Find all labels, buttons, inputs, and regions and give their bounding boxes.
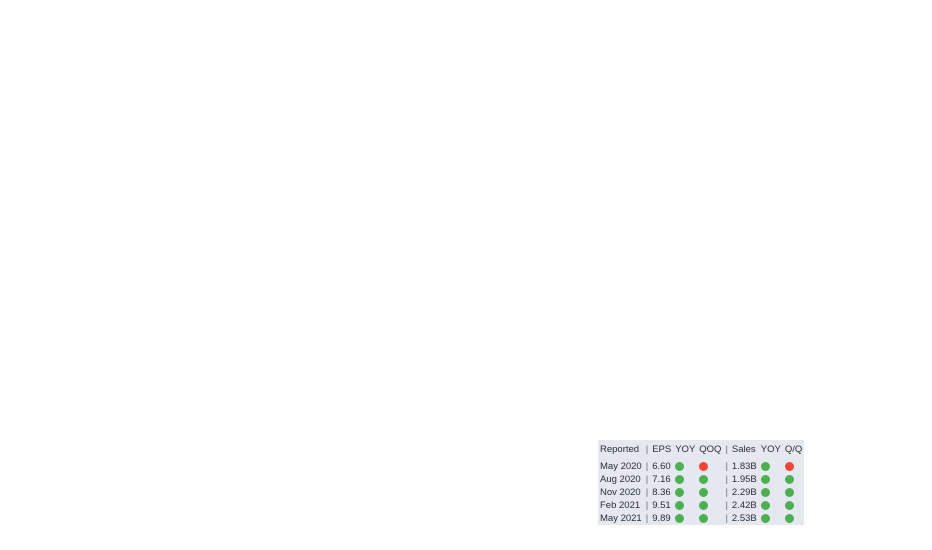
flag-dot (784, 500, 794, 510)
flag-cell (759, 460, 783, 473)
flag-dot (784, 461, 794, 471)
flag-dot (760, 487, 770, 497)
flag-dot (675, 487, 685, 497)
flag-dot (760, 513, 770, 523)
flag-cell (759, 499, 783, 512)
sales-cell: 2.42B (731, 500, 757, 511)
flag-dot (675, 461, 685, 471)
flag-dot (760, 500, 770, 510)
earnings-row: Feb 2021 | 9.51 | 2.42B (598, 499, 804, 512)
eps-cell: 9.51 (652, 500, 671, 511)
flag-dot (675, 474, 685, 484)
flag-cell (759, 512, 783, 525)
flag-dot (675, 513, 685, 523)
header-cell: YOY (675, 444, 696, 455)
earnings-row: May 2021 | 9.89 | 2.53B (598, 512, 804, 525)
flag-dot (675, 500, 685, 510)
flag-cell (673, 486, 697, 499)
flag-dot (760, 474, 770, 484)
earnings-row: Aug 2020 | 7.16 | 1.95B (598, 473, 804, 486)
flag-cell (783, 460, 804, 473)
sales-cell: 1.95B (731, 474, 757, 485)
flag-dot (699, 474, 709, 484)
flag-cell (783, 512, 804, 525)
header-cell: Sales (731, 444, 756, 455)
separator: | (645, 461, 649, 472)
separator: | (645, 513, 649, 524)
earnings-row: Nov 2020 | 8.36 | 2.29B (598, 486, 804, 499)
separator: | (725, 487, 728, 498)
flag-cell (783, 473, 804, 486)
eps-cell: 8.36 (652, 487, 671, 498)
header-cell: YOY (760, 444, 781, 455)
separator: | (725, 500, 728, 511)
flag-dot (699, 513, 709, 523)
flag-cell (697, 460, 723, 473)
price-axis-bg (890, 0, 932, 550)
flag-cell (697, 499, 723, 512)
separator: | (645, 500, 649, 511)
flag-cell (783, 486, 804, 499)
header-cell: EPS (652, 444, 672, 455)
flag-dot (699, 461, 709, 471)
separator: | (645, 444, 649, 455)
flag-dot (784, 513, 794, 523)
flag-cell (697, 473, 723, 486)
sales-cell: 2.53B (731, 513, 757, 524)
header-cell: QOQ (699, 444, 722, 455)
header-cell: Q/Q (784, 444, 803, 455)
flag-cell (673, 460, 697, 473)
eps-cell: 7.16 (652, 474, 671, 485)
reported-cell: Nov 2020 (600, 487, 641, 498)
flag-dot (699, 500, 709, 510)
sales-cell: 2.29B (731, 487, 757, 498)
separator: | (725, 444, 728, 455)
flag-cell (673, 499, 697, 512)
flag-cell (783, 499, 804, 512)
flag-dot (784, 487, 794, 497)
flag-dot (699, 487, 709, 497)
separator: | (725, 513, 728, 524)
separator: | (645, 487, 649, 498)
separator: | (725, 474, 728, 485)
reported-cell: Aug 2020 (600, 474, 641, 485)
eps-cell: 6.60 (652, 461, 671, 472)
sales-cell: 1.83B (731, 461, 757, 472)
flag-cell (697, 486, 723, 499)
separator: | (645, 474, 649, 485)
flag-cell (697, 512, 723, 525)
header-row: Reported | EPS YOY QOQ | Sales YOY Q/Q (598, 440, 804, 460)
flag-dot (760, 461, 770, 471)
header-cell: Reported (600, 444, 640, 455)
reported-cell: May 2020 (600, 461, 642, 472)
eps-cell: 9.89 (652, 513, 671, 524)
flag-cell (673, 473, 697, 486)
separator: | (725, 461, 728, 472)
flag-cell (673, 512, 697, 525)
flag-cell (759, 486, 783, 499)
reported-cell: May 2021 (600, 513, 642, 524)
reported-cell: Feb 2021 (600, 500, 641, 511)
earnings-row: May 2020 | 6.60 | 1.83B (598, 460, 804, 473)
flag-dot (784, 474, 794, 484)
earnings-table: Reported | EPS YOY QOQ | Sales YOY Q/Q May 2020 | 6… (598, 440, 805, 525)
flag-cell (759, 473, 783, 486)
